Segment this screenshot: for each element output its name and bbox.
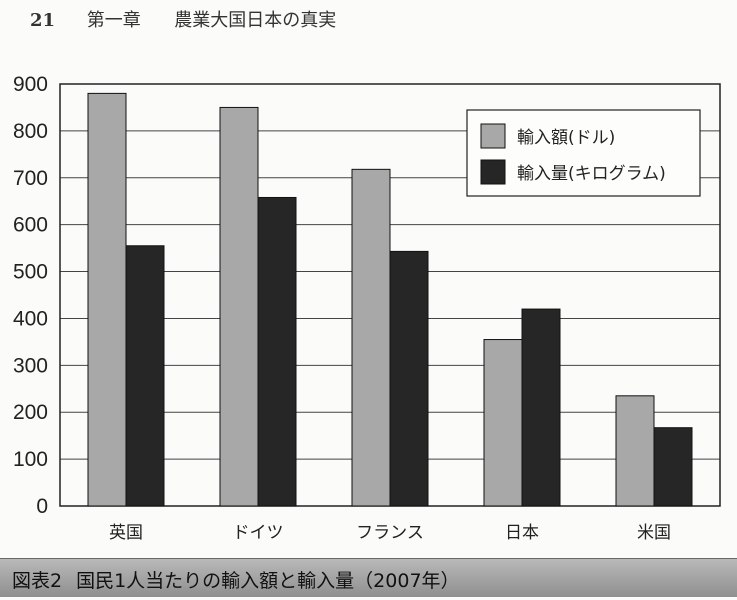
- y-tick-label: 800: [13, 120, 48, 143]
- legend-label: 輸入量(キログラム): [517, 164, 666, 184]
- y-tick-label: 0: [36, 495, 48, 518]
- page-header: 21 第一章 農業大国日本の真実: [30, 6, 336, 32]
- bar-import-volume: [653, 427, 693, 507]
- figure-caption-band: 図表2 国民1人当たりの輸入額と輸入量（2007年）: [0, 558, 737, 597]
- x-tick-label: 米国: [637, 523, 671, 543]
- y-tick-label: 700: [13, 167, 48, 190]
- x-tick-label: フランス: [356, 523, 424, 543]
- chart-area: 0 100 200 300 400 500 600 700 800 900 英国 ドイツ フランス 日本 米…: [13, 73, 721, 543]
- bar-chart: 0 100 200 300 400 500 600 700 800 900 英国 ドイツ フランス 日本 米…: [13, 73, 721, 543]
- y-tick-label: 300: [13, 354, 48, 377]
- figure-caption: 図表2 国民1人当たりの輸入額と輸入量（2007年）: [12, 566, 460, 593]
- bar-import-volume: [125, 245, 165, 507]
- bar-import-value: [87, 92, 127, 507]
- chapter-title: 農業大国日本の真実: [174, 10, 337, 31]
- legend-swatch: [480, 123, 506, 149]
- figure-label: 図表2: [12, 570, 63, 592]
- page-number: 21: [30, 10, 56, 31]
- y-tick-label: 500: [13, 261, 48, 284]
- legend-box: [466, 109, 701, 197]
- bar-import-value: [615, 395, 655, 507]
- bar-import-volume: [521, 308, 561, 507]
- bar-import-value: [351, 168, 391, 507]
- chapter-label: 第一章: [86, 10, 141, 31]
- bar-import-value: [483, 339, 523, 507]
- figure-title: 国民1人当たりの輸入額と輸入量（2007年）: [76, 570, 460, 592]
- bar-import-volume: [389, 250, 429, 507]
- legend-swatch: [480, 159, 506, 185]
- y-tick-label: 100: [13, 448, 48, 471]
- x-tick-label: ドイツ: [233, 523, 284, 543]
- y-tick-label: 600: [13, 214, 48, 237]
- bar-import-value: [219, 106, 259, 507]
- bar-import-volume: [257, 196, 297, 507]
- y-tick-label: 200: [13, 401, 48, 424]
- y-tick-label: 400: [13, 307, 48, 330]
- x-tick-label: 英国: [109, 523, 143, 543]
- y-tick-label: 900: [13, 73, 48, 96]
- x-tick-label: 日本: [505, 523, 539, 543]
- legend-label: 輸入額(ドル): [517, 128, 615, 148]
